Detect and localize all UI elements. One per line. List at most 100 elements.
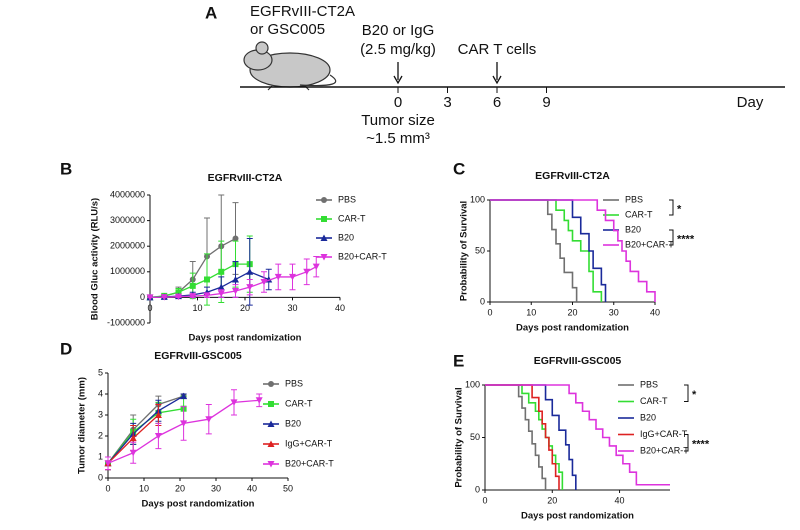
y-tick-label: -1000000 [107, 317, 145, 327]
x-tick-label: 40 [335, 303, 345, 313]
x-axis-label: Days post randomization [189, 333, 302, 344]
y-tick-label: 3000000 [110, 215, 145, 225]
marker [230, 399, 238, 406]
y-tick-label: 5 [98, 367, 103, 377]
panel-label: E [453, 351, 464, 370]
significance-label: * [692, 389, 697, 401]
x-tick-label: 10 [139, 483, 149, 493]
cells-arrow-head [492, 75, 502, 85]
x-tick-label: 30 [211, 483, 221, 493]
legend-label: B20+CAR-T [625, 239, 674, 249]
marker [146, 294, 154, 301]
x-tick-label: 30 [609, 307, 619, 317]
panel-label: A [205, 3, 217, 22]
legend-label: PBS [338, 194, 356, 204]
x-tick-label: 0 [147, 303, 152, 313]
x-tick-label: 30 [287, 303, 297, 313]
marker [268, 381, 274, 387]
x-axis-label: Days post randomization [142, 499, 255, 510]
chart-title: EGFRvIII-CT2A [535, 170, 610, 182]
legend-label: IgG+CAR-T [285, 438, 333, 448]
y-axis-label: Probability of Survival [454, 387, 465, 487]
survival-curve [490, 199, 656, 302]
y-tick-label: 1000000 [110, 266, 145, 276]
x-tick-label: 10 [192, 303, 202, 313]
tumor-text: Tumor size [361, 112, 435, 129]
y-tick-label: 50 [475, 245, 485, 255]
marker [320, 234, 328, 241]
y-tick-label: 2 [98, 430, 103, 440]
legend-label: CAR-T [285, 398, 313, 408]
legend-label: PBS [640, 379, 658, 389]
marker [267, 420, 275, 427]
survival-curve [485, 384, 564, 490]
tumor-text: ~1.5 mm³ [366, 130, 430, 147]
x-tick-label: 40 [247, 483, 257, 493]
marker [260, 279, 268, 286]
marker [232, 235, 239, 242]
y-tick-label: 4000000 [110, 189, 145, 199]
y-axis-label: Tumor diameter (mm) [77, 377, 88, 474]
marker [180, 392, 188, 400]
marker [180, 420, 188, 427]
marker [129, 449, 137, 457]
survival-curve [485, 384, 670, 486]
x-axis-label: Days post randomization [516, 323, 629, 334]
legend-label: CAR-T [640, 396, 668, 406]
x-tick-label: 50 [283, 483, 293, 493]
marker [189, 293, 197, 300]
legend-label: PBS [285, 378, 303, 388]
panel-label: C [453, 159, 465, 178]
significance-label: **** [677, 233, 695, 245]
significance-bracket [684, 384, 689, 402]
survival-curve [490, 199, 607, 302]
marker [175, 289, 182, 296]
y-tick-label: 0 [475, 484, 480, 494]
legend-label: B20 [285, 418, 301, 428]
y-tick-label: 100 [465, 379, 480, 389]
legend-label: B20+CAR-T [338, 251, 387, 261]
series-line [107, 395, 184, 464]
significance-label: * [677, 203, 682, 215]
legend-label: B20 [338, 232, 354, 242]
significance-bracket [684, 434, 689, 452]
panel-label: B [60, 159, 72, 178]
day-label: 6 [493, 94, 501, 111]
y-tick-label: 2000000 [110, 241, 145, 251]
marker [154, 411, 162, 418]
cells-text: CAR T cells [458, 41, 537, 58]
x-tick-label: 20 [567, 307, 577, 317]
marker [321, 197, 327, 203]
model-text: EGFRvIII-CT2A [250, 3, 355, 20]
legend-label: B20+CAR-T [285, 458, 334, 468]
series-line [107, 395, 184, 464]
marker [289, 273, 296, 281]
x-tick-label: 10 [526, 307, 536, 317]
y-tick-label: 50 [470, 432, 480, 442]
treatment-arrow-head [393, 75, 403, 85]
day-unit: Day [737, 94, 764, 111]
y-tick-label: 3 [98, 409, 103, 419]
y-tick-label: 0 [98, 472, 103, 482]
day-label: 3 [443, 94, 451, 111]
legend-label: CAR-T [338, 213, 366, 223]
marker [320, 254, 328, 261]
marker [274, 273, 282, 281]
survival-curve [485, 384, 577, 490]
chart-title: EGFRvIII-GSC005 [154, 350, 242, 362]
survival-curve [490, 199, 578, 302]
legend-label: CAR-T [625, 209, 653, 219]
day-label: 0 [394, 94, 402, 111]
x-tick-label: 20 [547, 495, 557, 505]
legend-label: PBS [625, 194, 643, 204]
legend-label: B20 [640, 412, 656, 422]
survival-curve [485, 384, 560, 490]
marker [303, 268, 311, 276]
marker [217, 290, 225, 298]
marker [217, 283, 225, 291]
y-axis-label: Probability of Survival [459, 201, 470, 301]
significance-label: **** [692, 439, 710, 451]
marker [267, 440, 275, 447]
marker [104, 460, 112, 467]
survival-curve [485, 384, 547, 490]
